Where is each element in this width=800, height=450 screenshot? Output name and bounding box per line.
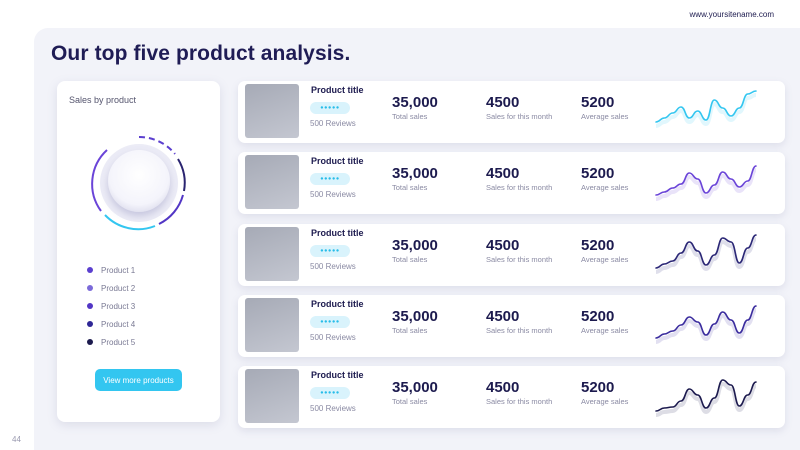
sales-sparkline [655,90,757,128]
total-sales: 35,000 Total sales [392,379,438,407]
product-image [245,227,299,281]
product-title: Product title [311,299,364,309]
legend-dot [87,339,93,345]
donut-segment-product-1 [138,135,176,155]
legend-item: Product 3 [87,297,135,315]
average-sales: 5200 Average sales [581,165,629,193]
legend-item: Product 4 [87,315,135,333]
product-image [245,84,299,138]
sparkline-shadow [655,237,757,274]
sparkline-line [655,234,757,269]
review-count: 500 Reviews [310,119,356,128]
product-title: Product title [311,370,364,380]
product-image [245,369,299,423]
sparkline-shadow [655,93,757,128]
review-count: 500 Reviews [310,404,356,413]
legend-dot [87,267,93,273]
legend-dot [87,321,93,327]
total-sales: 35,000 Total sales [392,94,438,122]
star-rating: ●●●●● [310,173,350,185]
legend-item: Product 1 [87,261,135,279]
product-title: Product title [311,228,364,238]
sparkline-shadow [655,168,757,201]
sales-donut-chart [91,135,186,231]
month-sales: 4500 Sales for this month [486,94,553,122]
product-title: Product title [311,85,364,95]
product-legend: Product 1 Product 2 Product 3 Product 4 … [87,261,135,351]
star-rating: ●●●●● [310,245,350,257]
product-row[interactable]: Product title ●●●●● 500 Reviews 35,000 To… [238,366,785,428]
average-sales: 5200 Average sales [581,379,629,407]
sparkline-line [655,165,757,196]
donut-segment-product-4 [104,214,156,231]
product-row[interactable]: Product title ●●●●● 500 Reviews 35,000 To… [238,81,785,143]
month-sales: 4500 Sales for this month [486,237,553,265]
sparkline-line [655,379,757,412]
product-row[interactable]: Product title ●●●●● 500 Reviews 35,000 To… [238,295,785,357]
product-row[interactable]: Product title ●●●●● 500 Reviews 35,000 To… [238,152,785,214]
view-more-products-button[interactable]: View more products [95,369,182,391]
legend-item: Product 5 [87,333,135,351]
donut-segment-product-2 [177,158,186,192]
total-sales: 35,000 Total sales [392,165,438,193]
sales-sparkline [655,165,757,201]
sales-by-product-card: Sales by product Product 1 Product 2 Pro… [57,81,220,422]
review-count: 500 Reviews [310,262,356,271]
star-rating: ●●●●● [310,387,350,399]
review-count: 500 Reviews [310,190,356,199]
legend-dot [87,285,93,291]
sales-by-product-title: Sales by product [69,95,137,105]
product-title: Product title [311,156,364,166]
donut-segment-product-3 [158,194,184,225]
sparkline-shadow [655,308,757,344]
month-sales: 4500 Sales for this month [486,165,553,193]
star-rating: ●●●●● [310,102,350,114]
average-sales: 5200 Average sales [581,308,629,336]
legend-dot [87,303,93,309]
average-sales: 5200 Average sales [581,94,629,122]
sales-sparkline [655,305,757,344]
product-row[interactable]: Product title ●●●●● 500 Reviews 35,000 To… [238,224,785,286]
star-rating: ●●●●● [310,316,350,328]
sales-sparkline [655,379,757,417]
total-sales: 35,000 Total sales [392,308,438,336]
sparkline-line [655,90,757,123]
sparkline-line [655,305,757,339]
month-sales: 4500 Sales for this month [486,379,553,407]
donut-segment-product-5 [91,149,108,212]
page-number: 44 [12,435,21,444]
total-sales: 35,000 Total sales [392,237,438,265]
site-url[interactable]: www.yoursitename.com [689,10,774,19]
product-image [245,155,299,209]
legend-item: Product 2 [87,279,135,297]
sparkline-shadow [655,381,757,417]
page-title: Our top five product analysis. [51,42,351,65]
product-image [245,298,299,352]
sales-sparkline [655,234,757,274]
average-sales: 5200 Average sales [581,237,629,265]
month-sales: 4500 Sales for this month [486,308,553,336]
review-count: 500 Reviews [310,333,356,342]
